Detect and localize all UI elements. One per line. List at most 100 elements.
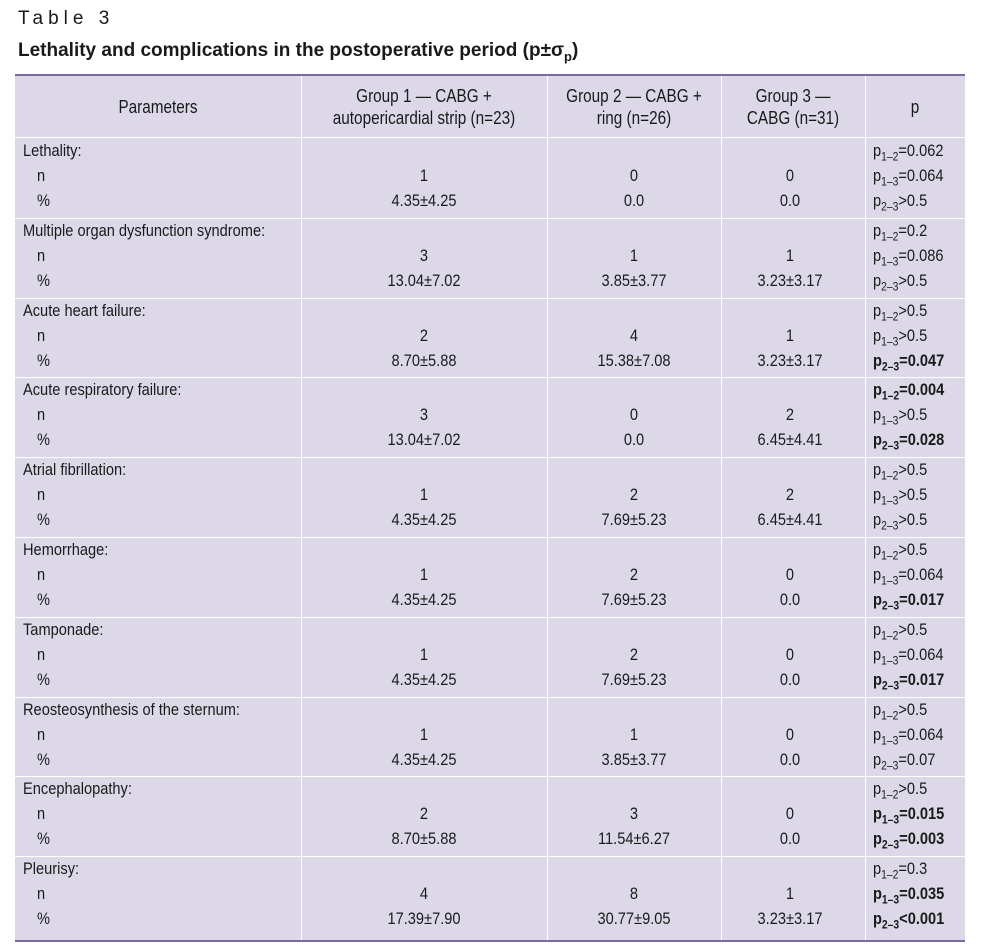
parameter-name: Atrial fibrillation: (23, 460, 127, 480)
group2-n: 1 (629, 724, 639, 744)
p-comparison: 1–2 (881, 468, 899, 483)
percent-label: % (37, 191, 51, 210)
group3-percent: 3.23±3.17 (757, 909, 823, 929)
p-symbol: p (873, 779, 882, 799)
p-symbol: p (873, 405, 882, 425)
p-value: p2–3=0.017 (873, 587, 944, 618)
n-label: n (37, 325, 46, 345)
p-value: p1–2>0.5 (873, 457, 927, 488)
p-symbol: p (873, 325, 882, 345)
group3-percent: 6.45±4.41 (757, 510, 823, 530)
p-result: =0.015 (899, 804, 945, 824)
p-comparison: 1–3 (881, 812, 900, 827)
p-value: p1–3=0.064 (873, 163, 944, 194)
p-result: >0.5 (898, 270, 928, 290)
p-comparison: 1–3 (881, 413, 899, 428)
p-result: =0.017 (899, 669, 945, 689)
p-value: p2–3=0.07 (873, 747, 935, 778)
n-label: n (37, 724, 46, 744)
table-row: Multiple organ dysfunction syndrome: n% 3 1… (15, 218, 965, 299)
p-symbol: p (873, 430, 882, 450)
p-symbol: p (873, 245, 882, 265)
p-result: >0.5 (898, 540, 928, 559)
parameter-name: Acute heart failure: (23, 300, 146, 320)
p-value: p1–2=0.062 (873, 138, 944, 169)
column-divider (721, 76, 722, 940)
table-header: Parameters Group 1 — CABG + autopericard… (15, 76, 965, 138)
p-value: p2–3=0.017 (873, 667, 944, 698)
group3-n: 0 (785, 166, 795, 185)
table-row: Reosteosynthesis of the sternum: n% 1 4.35±… (15, 697, 965, 778)
group1-percent: 4.35±4.25 (391, 191, 457, 210)
group2-percent: 30.77±9.05 (597, 909, 671, 929)
p-symbol: p (873, 565, 882, 584)
group2-percent: 0.0 (623, 191, 645, 210)
p-value: p2–3>0.5 (873, 507, 927, 538)
p-symbol: p (873, 300, 882, 320)
p-value: p1–3=0.064 (873, 722, 944, 753)
p-value: p1–2>0.5 (873, 617, 927, 648)
p-comparison: 2–3 (881, 358, 900, 373)
p-result: =0.062 (898, 141, 944, 160)
group3-n: 0 (785, 565, 795, 584)
percent-label: % (37, 590, 51, 609)
n-label: n (37, 565, 46, 584)
p-comparison: 1–2 (881, 149, 899, 164)
group2-n: 0 (629, 405, 639, 425)
p-comparison: 2–3 (881, 438, 900, 453)
p-symbol: p (873, 644, 882, 664)
p-symbol: p (873, 485, 882, 505)
p-value: p1–2=0.2 (873, 218, 927, 249)
group3-percent: 6.45±4.41 (757, 430, 823, 450)
group2-percent: 0.0 (623, 430, 645, 450)
p-result: =0.003 (899, 829, 945, 849)
p-value: p1–3=0.064 (873, 562, 944, 593)
p-symbol: p (873, 141, 882, 160)
group2-percent: 7.69±5.23 (601, 590, 667, 609)
header-parameters: Parameters (118, 96, 198, 117)
group2-percent: 3.85±3.77 (601, 270, 667, 290)
group3-percent: 3.23±3.17 (757, 350, 823, 370)
p-comparison: 1–3 (881, 892, 900, 907)
group2-n: 3 (629, 804, 639, 824)
group1-n: 1 (419, 166, 429, 185)
table-label: Table 3 (18, 8, 115, 29)
p-symbol: p (873, 510, 882, 530)
p-symbol: p (873, 884, 882, 904)
p-comparison: 2–3 (881, 837, 900, 852)
group2-percent: 11.54±6.27 (598, 829, 670, 849)
group2-n: 4 (629, 325, 639, 345)
p-comparison: 1–3 (881, 254, 899, 269)
parameter-name: Lethality: (23, 141, 82, 160)
p-value: p2–3=0.028 (873, 427, 944, 458)
group1-percent: 4.35±4.25 (391, 749, 457, 769)
p-result: >0.5 (898, 779, 928, 799)
percent-label: % (37, 669, 51, 689)
group3-percent: 0.0 (779, 829, 801, 849)
header-group1: Group 1 — CABG + autopericardial strip (… (332, 85, 516, 128)
group3-percent: 0.0 (779, 590, 801, 609)
parameter-name: Acute respiratory failure: (23, 380, 182, 400)
table-title-subscript: p (564, 48, 572, 64)
p-comparison: 2–3 (881, 598, 900, 613)
group3-n: 2 (785, 405, 795, 425)
parameter-name: Reosteosynthesis of the sternum: (23, 699, 240, 719)
p-symbol: p (873, 380, 882, 400)
n-label: n (37, 644, 46, 664)
p-comparison: 1–3 (881, 653, 899, 668)
p-comparison: 1–2 (881, 787, 899, 802)
p-symbol: p (873, 909, 882, 929)
p-result: =0.086 (898, 245, 944, 265)
p-result: =0.017 (899, 590, 945, 609)
table-title: Lethality and complications in the posto… (18, 40, 578, 64)
n-label: n (37, 485, 46, 505)
parameter-name: Tamponade: (23, 619, 104, 639)
group2-percent: 3.85±3.77 (601, 749, 667, 769)
group3-percent: 0.0 (779, 669, 801, 689)
p-comparison: 2–3 (881, 757, 899, 772)
p-value: p1–3>0.5 (873, 323, 927, 354)
group3-percent: 3.23±3.17 (757, 270, 823, 290)
p-comparison: 2–3 (881, 678, 900, 693)
p-comparison: 1–2 (881, 548, 899, 563)
table-row: Atrial fibrillation: n% 1 4.35±4.25 2 7.69±5.… (15, 457, 965, 538)
